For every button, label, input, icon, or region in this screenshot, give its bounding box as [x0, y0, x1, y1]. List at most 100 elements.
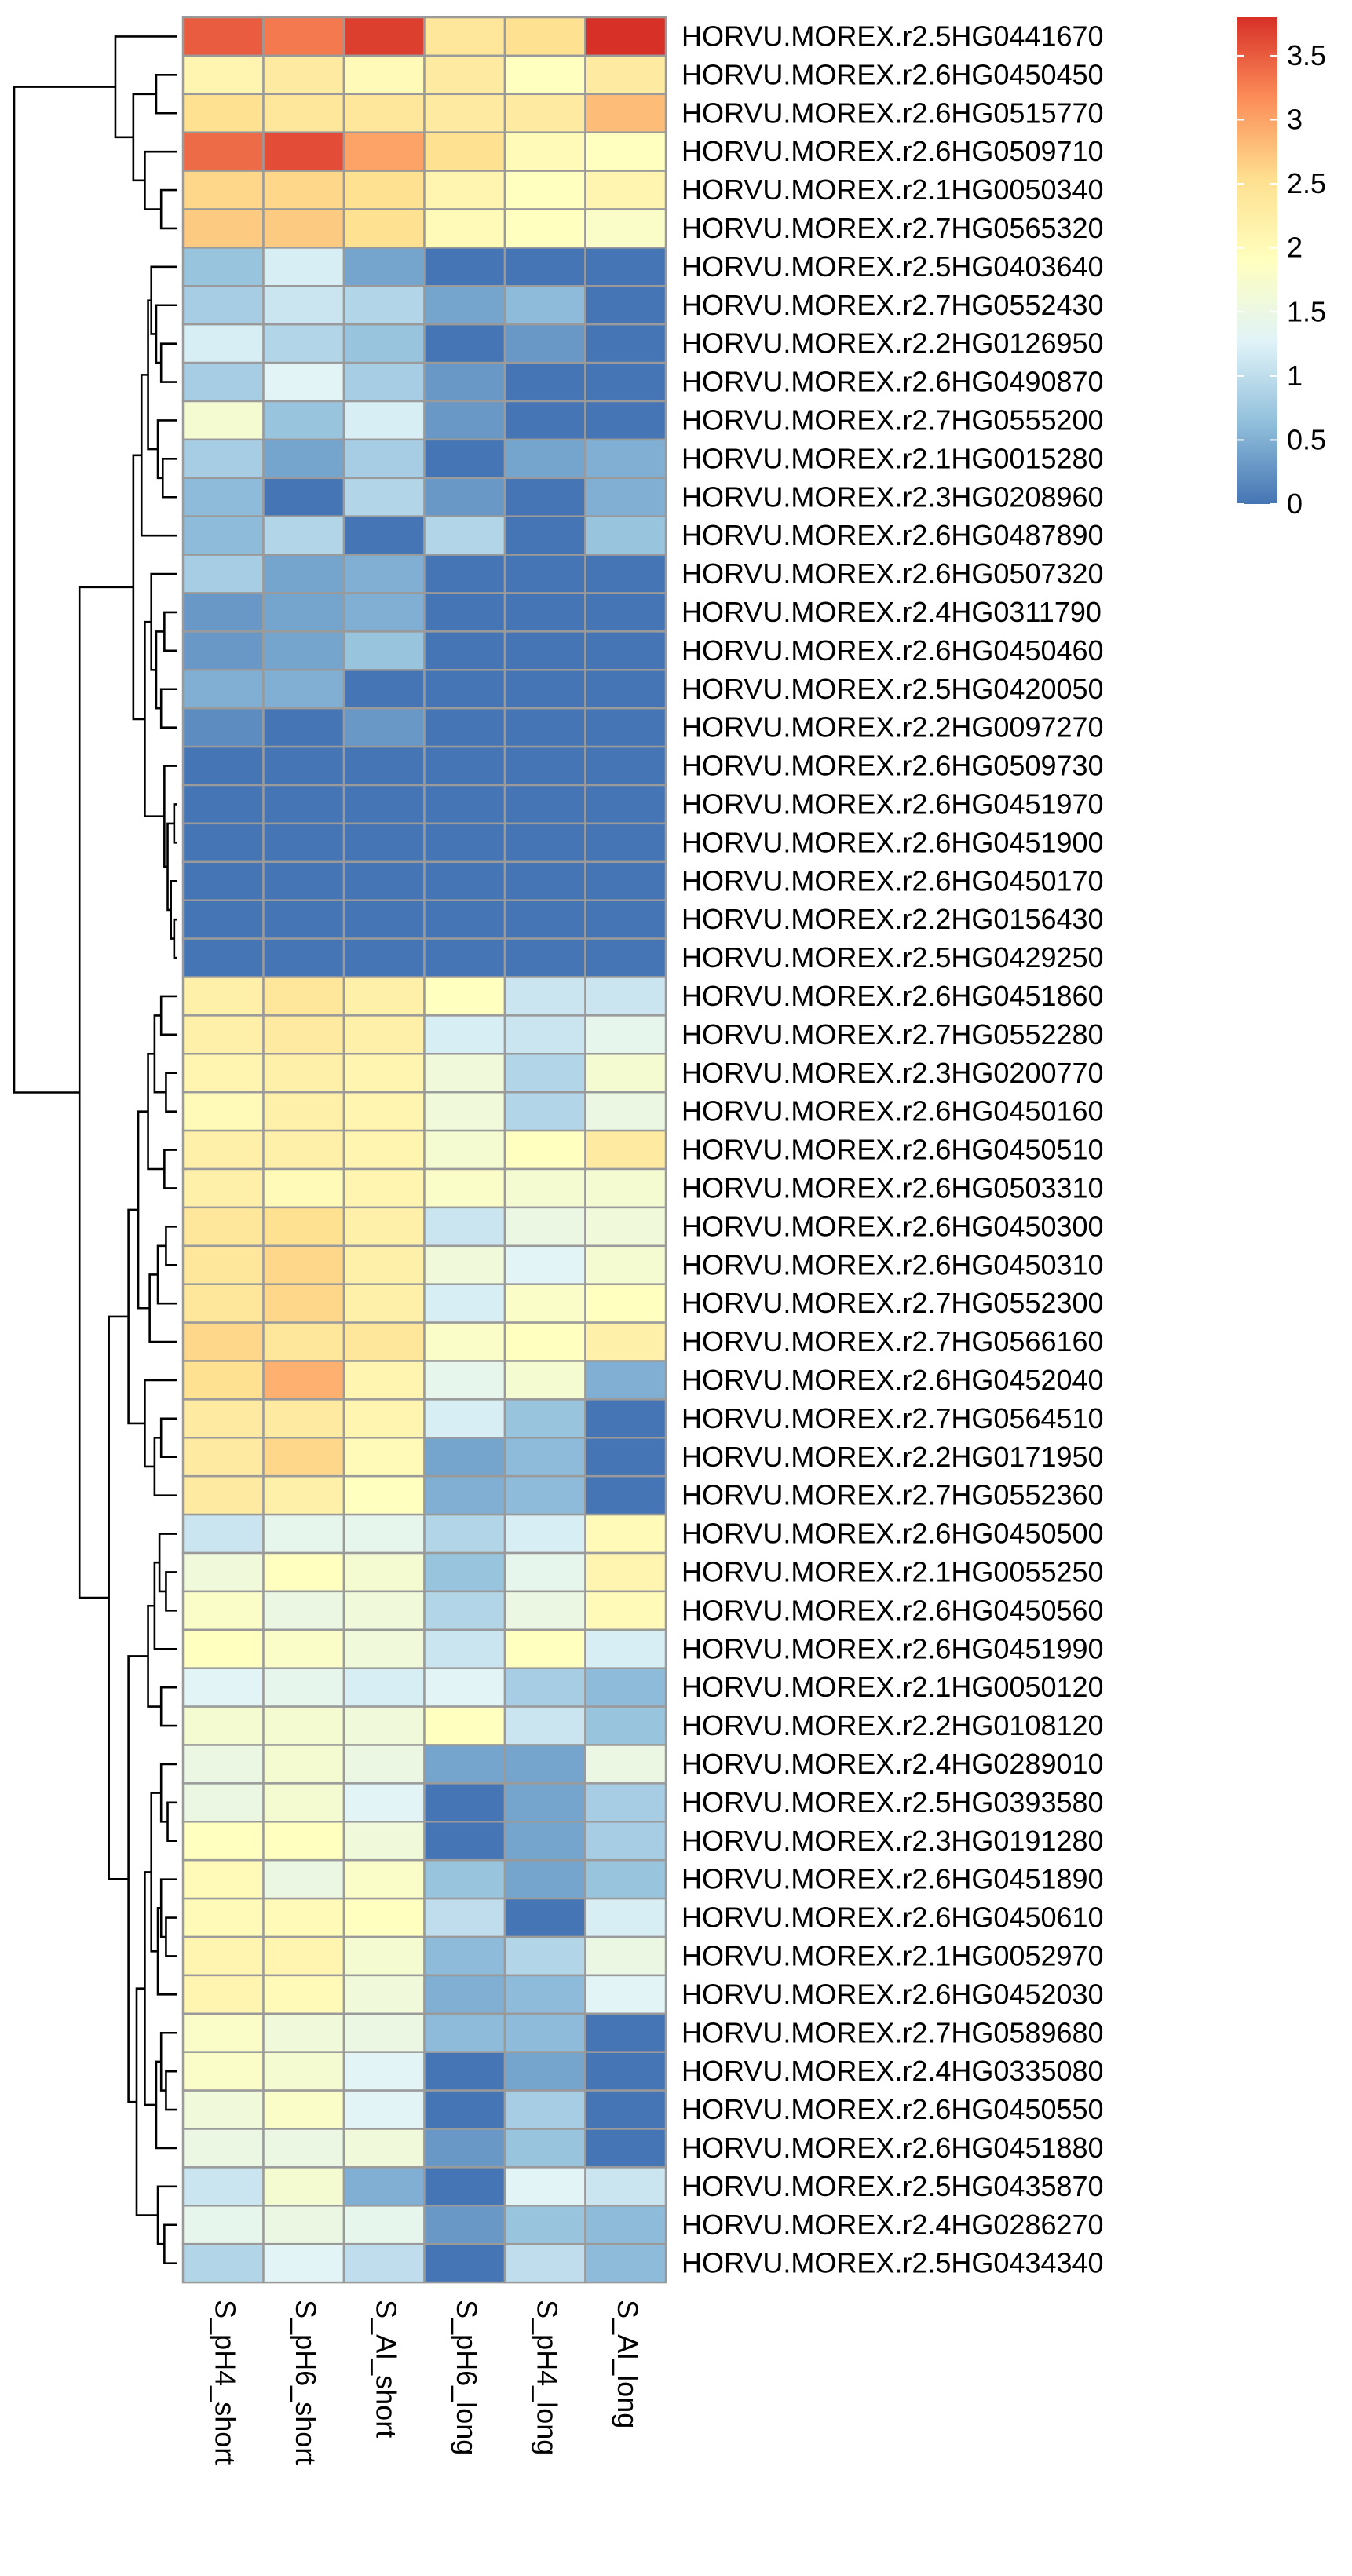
- dendrogram-branch: [132, 454, 145, 721]
- row-label: HORVU.MOREX.r2.6HG0490870: [681, 366, 1104, 398]
- heatmap-cell: [423, 1283, 506, 1324]
- heatmap-cell: [423, 1513, 506, 1555]
- heatmap-cell: [423, 1129, 506, 1171]
- heatmap-cell: [342, 1974, 426, 2015]
- row-label: HORVU.MOREX.r2.2HG0156430: [681, 903, 1104, 935]
- heatmap-cell: [181, 2051, 265, 2092]
- heatmap-cell: [584, 2166, 667, 2207]
- heatmap-cell: [584, 1321, 667, 1362]
- heatmap-cell: [342, 1821, 426, 1862]
- row-label: HORVU.MOREX.r2.6HG0450170: [681, 864, 1104, 897]
- color-legend: 0 0.5 1 1.5 2 2.5 3 3.5: [1237, 17, 1326, 520]
- heatmap-cell: [262, 1167, 345, 1209]
- heatmap-cell: [262, 2205, 345, 2245]
- heatmap-cell: [503, 1129, 586, 1171]
- heatmap-cell: [181, 93, 265, 133]
- row-label: HORVU.MOREX.r2.7HG0566160: [681, 1325, 1104, 1357]
- dendrogram-branch: [163, 1149, 177, 1189]
- heatmap-cell: [181, 400, 265, 441]
- heatmap-cell: [423, 1360, 506, 1401]
- heatmap-cell: [262, 669, 345, 710]
- heatmap-cell: [423, 285, 506, 326]
- heatmap-cell: [342, 2128, 426, 2169]
- heatmap-cell: [262, 1283, 345, 1324]
- heatmap-cell: [342, 1244, 426, 1285]
- dendrogram-branch: [159, 188, 177, 230]
- row-label: HORVU.MOREX.r2.7HG0565320: [681, 212, 1104, 244]
- heatmap-cell: [423, 554, 506, 594]
- heatmap-cell: [342, 1474, 426, 1516]
- heatmap-cell: [423, 477, 506, 517]
- heatmap-cell: [181, 899, 265, 940]
- row-label: HORVU.MOREX.r2.5HG0393580: [681, 1786, 1104, 1818]
- heatmap-cell: [342, 208, 426, 249]
- dendrogram-branch: [165, 1571, 177, 1612]
- heatmap-cell: [584, 93, 667, 133]
- heatmap-cell: [584, 361, 667, 403]
- heatmap-cell: [262, 630, 345, 671]
- heatmap-cell: [342, 2012, 426, 2053]
- heatmap-cell: [584, 592, 667, 633]
- dendrogram-branch: [159, 1417, 177, 1459]
- heatmap-cell: [262, 400, 345, 441]
- heatmap-cell: [503, 707, 586, 748]
- heatmap-cell: [342, 822, 426, 864]
- heatmap-cell: [584, 976, 667, 1017]
- legend-tick-label: 0: [1287, 488, 1303, 520]
- heatmap-cell: [423, 54, 506, 96]
- row-label: HORVU.MOREX.r2.1HG0052970: [681, 1939, 1104, 1971]
- heatmap-cell: [503, 1667, 586, 1708]
- heatmap-cell: [181, 2128, 265, 2169]
- row-labels: HORVU.MOREX.r2.5HG0441670 HORVU.MOREX.r2.…: [681, 20, 1104, 2278]
- heatmap-cell: [342, 1167, 426, 1209]
- heatmap-cell: [262, 592, 345, 633]
- heatmap-cell: [181, 54, 265, 96]
- heatmap-cell: [262, 1667, 345, 1708]
- heatmap-cell: [584, 745, 667, 787]
- heatmap-cell: [503, 1821, 586, 1862]
- heatmap-cell: [181, 1283, 265, 1324]
- heatmap-cell: [584, 1782, 667, 1823]
- heatmap-cell: [584, 554, 667, 594]
- row-label: HORVU.MOREX.r2.6HG0509730: [681, 750, 1104, 782]
- heatmap-cell: [584, 2128, 667, 2169]
- heatmap-cell: [181, 247, 265, 287]
- row-label: HORVU.MOREX.r2.5HG0403640: [681, 250, 1104, 283]
- heatmap-cell: [423, 2051, 506, 2092]
- heatmap-cell: [584, 1667, 667, 1708]
- heatmap-cell: [181, 784, 265, 825]
- heatmap-cell: [423, 1091, 506, 1132]
- heatmap-cell: [503, 1974, 586, 2015]
- heatmap-cell: [503, 822, 586, 864]
- dendrogram-branch: [159, 688, 177, 729]
- heatmap-cell: [181, 285, 265, 326]
- heatmap-cell: [262, 745, 345, 787]
- heatmap-cell: [262, 361, 345, 403]
- heatmap-cell: [262, 554, 345, 594]
- row-label: HORVU.MOREX.r2.6HG0450160: [681, 1095, 1104, 1127]
- heatmap-cell: [262, 1129, 345, 1171]
- heatmap-cell: [584, 1437, 667, 1478]
- heatmap-cell: [584, 477, 667, 517]
- dendrogram-branch: [150, 1792, 162, 1953]
- heatmap-cell: [503, 1398, 586, 1439]
- heatmap-cell: [503, 323, 586, 364]
- heatmap-cell: [503, 630, 586, 671]
- row-label: HORVU.MOREX.r2.6HG0450560: [681, 1594, 1104, 1626]
- heatmap-cell: [423, 361, 506, 403]
- heatmap-cell: [423, 860, 506, 901]
- heatmap-cell: [342, 899, 426, 940]
- heatmap-cell: [584, 937, 667, 978]
- heatmap-cell: [181, 2242, 265, 2284]
- dendrogram-branch: [159, 995, 177, 1036]
- heatmap-cell: [342, 937, 426, 978]
- row-label: HORVU.MOREX.r2.6HG0450610: [681, 1902, 1104, 1934]
- row-label: HORVU.MOREX.r2.6HG0451890: [681, 1863, 1104, 1895]
- dendrogram-branch: [114, 35, 177, 139]
- heatmap-cell: [584, 1821, 667, 1862]
- heatmap-cell: [584, 1360, 667, 1401]
- heatmap-cell: [181, 438, 265, 480]
- heatmap-cell: [503, 515, 586, 556]
- heatmap-cell: [181, 976, 265, 1017]
- heatmap-cell: [342, 477, 426, 517]
